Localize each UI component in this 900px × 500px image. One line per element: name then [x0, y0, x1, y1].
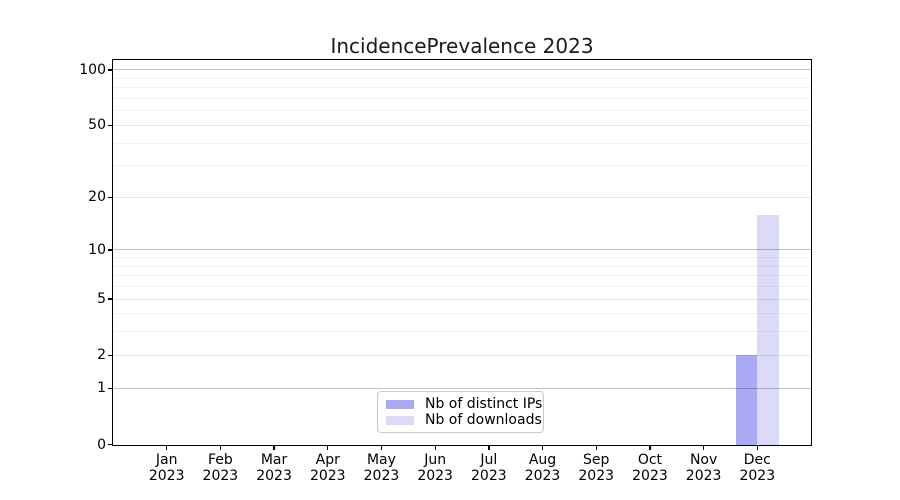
legend-label-downloads: Nb of downloads: [425, 412, 542, 428]
x-tick-label: Aug 2023: [524, 452, 561, 484]
gridline: [113, 265, 811, 267]
bar-nb-of-distinct-ips: [735, 355, 758, 445]
x-tick: [166, 445, 168, 450]
y-tick: [108, 387, 113, 389]
x-tick: [703, 445, 705, 450]
gridline: [113, 77, 811, 79]
gridlines-layer: [113, 60, 811, 445]
gridline: [113, 387, 811, 389]
x-tick-label: Oct 2023: [632, 452, 668, 484]
y-tick: [108, 196, 113, 199]
gridline: [113, 69, 811, 71]
gridline: [113, 249, 811, 251]
y-tick: [108, 354, 113, 356]
gridline: [113, 354, 811, 356]
x-tick: [649, 445, 651, 450]
y-tick: [108, 69, 113, 71]
y-tick-label: 1: [97, 380, 106, 397]
chart-title: IncidencePrevalence 2023: [330, 34, 594, 58]
gridline: [113, 298, 811, 300]
x-tick: [219, 445, 222, 450]
x-tick: [488, 445, 490, 450]
gridline: [113, 286, 811, 288]
x-tick-label: Mar 2023: [256, 452, 292, 484]
legend-item-downloads: Nb of downloads: [386, 413, 542, 428]
gridline: [113, 196, 811, 198]
x-tick-label: Jan 2023: [148, 452, 185, 484]
y-tick-label: 5: [97, 291, 106, 308]
gridline: [113, 124, 811, 126]
x-tick-label: Jul 2023: [471, 452, 507, 484]
gridline: [113, 331, 811, 333]
x-tick-label: Apr 2023: [309, 452, 346, 484]
legend-swatch-distinct-ips: [386, 400, 414, 409]
x-tick-label: Dec 2023: [739, 452, 776, 484]
x-tick: [541, 445, 544, 450]
x-tick-label: Nov 2023: [685, 452, 722, 484]
x-tick: [327, 445, 329, 450]
gridline: [113, 257, 811, 259]
gridline: [113, 313, 811, 315]
y-tick-label: 0: [97, 436, 106, 453]
y-tick: [108, 298, 113, 300]
x-tick: [434, 445, 436, 450]
y-tick-label: 10: [88, 241, 106, 258]
bar-nb-of-downloads: [757, 214, 779, 445]
y-tick-label: 50: [88, 117, 106, 134]
y-tick-label: 100: [79, 61, 106, 78]
x-tick-label: May 2023: [363, 452, 400, 484]
legend-label-distinct-ips: Nb of distinct IPs: [425, 396, 543, 412]
x-tick-label: Sep 2023: [578, 452, 615, 484]
y-tick: [108, 249, 113, 251]
gridline: [113, 275, 811, 277]
x-tick-label: Feb 2023: [202, 452, 239, 484]
legend-swatch-downloads: [386, 416, 414, 425]
x-tick: [273, 445, 275, 450]
gridline: [113, 87, 811, 89]
gridline: [113, 97, 811, 99]
y-tick-label: 2: [97, 347, 106, 364]
x-tick: [595, 445, 597, 450]
y-tick: [108, 443, 113, 446]
x-tick-label: Jun 2023: [417, 452, 453, 484]
y-tick-label: 20: [88, 189, 106, 206]
plot-area: [112, 59, 812, 446]
legend-item-distinct-ips: Nb of distinct IPs: [386, 397, 542, 412]
gridline: [113, 110, 811, 112]
legend: Nb of distinct IPs Nb of downloads: [377, 391, 544, 433]
bars-layer: [113, 60, 811, 445]
y-tick: [108, 124, 113, 126]
x-tick: [756, 445, 758, 450]
x-tick: [380, 445, 383, 450]
gridline: [113, 165, 811, 167]
gridline: [113, 142, 811, 144]
